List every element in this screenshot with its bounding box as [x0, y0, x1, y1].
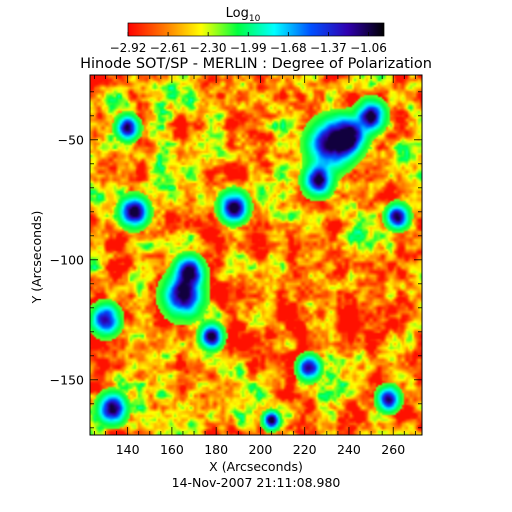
- x-tick-label: 240: [337, 442, 361, 457]
- polarization-heatmap: [90, 75, 422, 435]
- plot-frame: [89, 74, 423, 436]
- x-tick-label: 140: [116, 442, 140, 457]
- x-tick-label: 180: [204, 442, 228, 457]
- y-axis-label: Y (Arcseconds): [29, 211, 44, 305]
- colorbar-tick-label: −2.92: [110, 41, 147, 55]
- colorbar-tick-label: −2.61: [150, 41, 187, 55]
- x-axis: 140 160 180 200 220 240 260: [94, 75, 416, 457]
- chart-title: Hinode SOT/SP - MERLIN : Degree of Polar…: [80, 56, 432, 72]
- y-tick-label: −100: [50, 252, 84, 267]
- x-tick-label: 160: [160, 442, 184, 457]
- x-axis-label: X (Arcseconds): [209, 459, 303, 474]
- timestamp: 14-Nov-2007 21:11:08.980: [172, 475, 341, 490]
- x-tick-label: 200: [248, 442, 272, 457]
- colorbar-tick-label: −1.37: [310, 41, 347, 55]
- colorbar-label: Log10: [226, 6, 261, 24]
- colorbar-tick-label: −1.99: [230, 41, 267, 55]
- y-tick-label: −50: [58, 132, 84, 147]
- colorbar-ticks: −2.92 −2.61 −2.30 −1.99 −1.68 −1.37 −1.06: [110, 32, 387, 55]
- plot-area: [89, 74, 423, 436]
- colorbar: Log10 −2.92 −2.61 −2.30 −1.99 −1.68 −1.37 −1.0…: [110, 6, 387, 55]
- colorbar-tick-label: −1.68: [270, 41, 307, 55]
- colorbar-tick-label: −2.30: [190, 41, 227, 55]
- colorbar-swatch: [127, 22, 385, 37]
- x-tick-label: 260: [381, 442, 405, 457]
- colorbar-tick-label: −1.06: [350, 41, 387, 55]
- y-axis: −50 −100 −150: [50, 91, 422, 429]
- x-tick-label: 220: [293, 442, 317, 457]
- y-tick-label: −150: [50, 372, 84, 387]
